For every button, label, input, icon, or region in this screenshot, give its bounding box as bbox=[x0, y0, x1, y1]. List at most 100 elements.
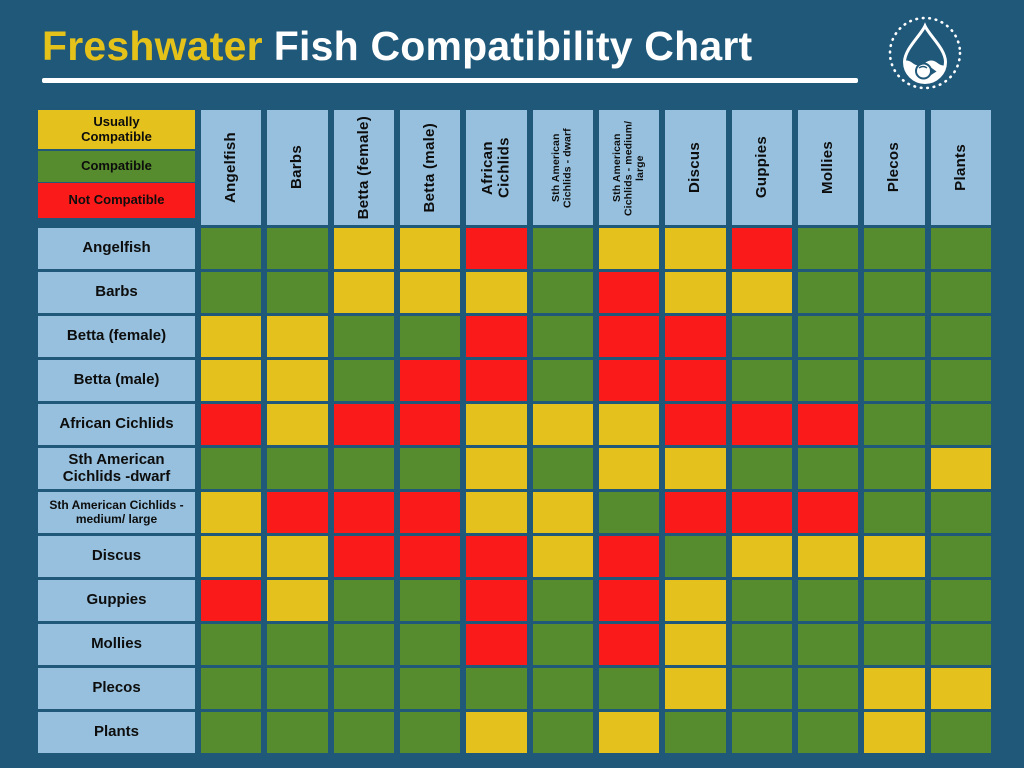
column-header: African Cichlids bbox=[466, 110, 527, 225]
compatibility-cell bbox=[466, 316, 527, 357]
compatibility-cell bbox=[797, 492, 859, 533]
compatibility-cell bbox=[665, 448, 726, 489]
compatibility-cell bbox=[267, 536, 328, 577]
compatibility-cell bbox=[532, 624, 593, 665]
compatibility-cell bbox=[532, 316, 593, 357]
column-header: Discus bbox=[665, 110, 726, 225]
compatibility-cell bbox=[797, 624, 859, 665]
compatibility-cell bbox=[864, 448, 925, 489]
compatibility-cell bbox=[267, 492, 328, 533]
compatibility-cell bbox=[267, 228, 328, 269]
compatibility-cell bbox=[466, 448, 527, 489]
row-header: Sth American Cichlids -dwarf bbox=[38, 448, 195, 489]
compatibility-cell bbox=[598, 536, 660, 577]
compatibility-cell bbox=[731, 624, 792, 665]
compatibility-cell bbox=[201, 712, 262, 753]
compatibility-cell bbox=[399, 228, 461, 269]
compatibility-cell bbox=[797, 712, 859, 753]
compatibility-cell bbox=[267, 712, 328, 753]
compatibility-cell bbox=[267, 272, 328, 313]
compatibility-cell bbox=[665, 360, 726, 401]
compatibility-cell bbox=[665, 492, 726, 533]
column-header: Betta (male) bbox=[399, 110, 461, 225]
compatibility-cell bbox=[532, 404, 593, 445]
compatibility-cell bbox=[930, 668, 991, 709]
compatibility-cell bbox=[201, 272, 262, 313]
compatibility-cell bbox=[930, 404, 991, 445]
compatibility-cell bbox=[201, 404, 262, 445]
compatibility-cell bbox=[466, 536, 527, 577]
row-header: Angelfish bbox=[38, 228, 195, 269]
row-header: Plecos bbox=[38, 668, 195, 709]
compatibility-cell bbox=[532, 536, 593, 577]
title-accent: Freshwater bbox=[42, 23, 263, 69]
compatibility-cell bbox=[930, 228, 991, 269]
compatibility-cell bbox=[532, 272, 593, 313]
compatibility-cell bbox=[864, 272, 925, 313]
column-header-label: Guppies bbox=[752, 136, 770, 199]
compatibility-cell bbox=[201, 580, 262, 621]
compatibility-cell bbox=[665, 668, 726, 709]
compatibility-cell bbox=[267, 404, 328, 445]
compatibility-cell bbox=[797, 228, 859, 269]
compatibility-cell bbox=[267, 360, 328, 401]
compatibility-cell bbox=[201, 316, 262, 357]
compatibility-cell bbox=[864, 492, 925, 533]
title-rest: Fish Compatibility Chart bbox=[273, 23, 753, 69]
compatibility-cell bbox=[797, 668, 859, 709]
compatibility-cell bbox=[864, 536, 925, 577]
row-header: Mollies bbox=[38, 624, 195, 665]
compatibility-cell bbox=[399, 712, 461, 753]
column-header: Sth American Cichlids - medium/ large bbox=[598, 110, 660, 225]
compatibility-cell bbox=[267, 448, 328, 489]
compatibility-cell bbox=[532, 668, 593, 709]
column-header-label: Plants bbox=[951, 144, 969, 191]
column-header: Plants bbox=[930, 110, 991, 225]
compatibility-cell bbox=[267, 580, 328, 621]
row-header: Guppies bbox=[38, 580, 195, 621]
compatibility-cell bbox=[864, 580, 925, 621]
compatibility-cell bbox=[665, 580, 726, 621]
compatibility-cell bbox=[665, 404, 726, 445]
row-header: African Cichlids bbox=[38, 404, 195, 445]
compatibility-cell bbox=[532, 712, 593, 753]
compatibility-cell bbox=[466, 580, 527, 621]
row-header: Discus bbox=[38, 536, 195, 577]
compatibility-cell bbox=[466, 712, 527, 753]
compatibility-cell bbox=[731, 712, 792, 753]
compatibility-cell bbox=[665, 536, 726, 577]
compatibility-cell bbox=[797, 360, 859, 401]
compatibility-cell bbox=[466, 404, 527, 445]
compatibility-cell bbox=[665, 316, 726, 357]
compatibility-cell bbox=[731, 404, 792, 445]
column-header-label: Sth American Cichlids - dwarf bbox=[550, 127, 574, 208]
column-header-label: Plecos bbox=[885, 142, 903, 193]
compatibility-cell bbox=[399, 404, 461, 445]
compatibility-cell bbox=[598, 272, 660, 313]
compatibility-cell bbox=[201, 360, 262, 401]
compatibility-cell bbox=[267, 624, 328, 665]
legend: Usually Compatible Compatible Not Compat… bbox=[38, 110, 195, 225]
compatibility-cell bbox=[930, 580, 991, 621]
compatibility-cell bbox=[333, 228, 394, 269]
compatibility-cell bbox=[333, 272, 394, 313]
page-title: Freshwater Fish Compatibility Chart bbox=[42, 23, 1024, 69]
row-header: Barbs bbox=[38, 272, 195, 313]
compatibility-cell bbox=[864, 712, 925, 753]
compatibility-cell bbox=[598, 580, 660, 621]
compatibility-cell bbox=[598, 492, 660, 533]
compatibility-cell bbox=[797, 404, 859, 445]
compatibility-cell bbox=[731, 448, 792, 489]
column-header-label: African Cichlids bbox=[478, 137, 513, 198]
compatibility-cell bbox=[333, 580, 394, 621]
compatibility-cell bbox=[797, 536, 859, 577]
compatibility-cell bbox=[864, 228, 925, 269]
compatibility-cell bbox=[333, 624, 394, 665]
row-header: Plants bbox=[38, 712, 195, 753]
row-header: Betta (male) bbox=[38, 360, 195, 401]
compatibility-cell bbox=[267, 668, 328, 709]
compatibility-cell bbox=[598, 712, 660, 753]
compatibility-cell bbox=[201, 228, 262, 269]
compatibility-cell bbox=[731, 360, 792, 401]
